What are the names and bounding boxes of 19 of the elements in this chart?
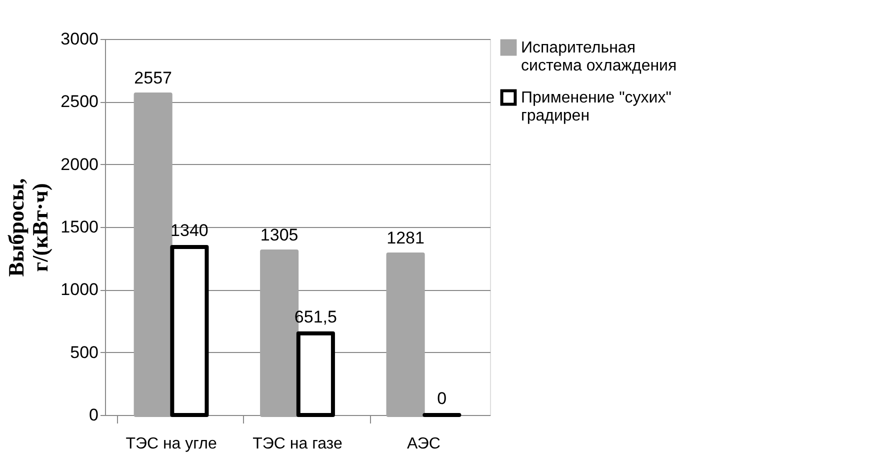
- data-label: 1305: [260, 225, 298, 244]
- y-tick-label: 500: [70, 342, 98, 362]
- data-label: 651,5: [294, 307, 337, 326]
- data-label: 1340: [170, 221, 208, 240]
- data-label: 2557: [134, 68, 172, 88]
- y-tick-label: 2000: [60, 154, 98, 174]
- y-tick-label: 1500: [60, 218, 98, 236]
- y-tick-label: 2500: [60, 92, 98, 112]
- y-tick-label: 3000: [60, 30, 98, 48]
- x-tick-label: АЭС: [407, 436, 440, 452]
- data-label: 1281: [386, 228, 424, 248]
- legend-label: Применение "сухих" градирен: [521, 90, 672, 124]
- legend-label: Испарительная система охлаждения: [521, 40, 677, 74]
- x-tick-label: ТЭС на угле: [126, 436, 217, 452]
- y-axis-title: Выбросы, г/(кВт·ч): [4, 178, 53, 277]
- y-tick-label: 1000: [60, 280, 98, 300]
- y-tick-label: 0: [89, 406, 98, 424]
- x-tick-label: ТЭС на газе: [252, 436, 342, 452]
- data-label: 0: [437, 389, 447, 408]
